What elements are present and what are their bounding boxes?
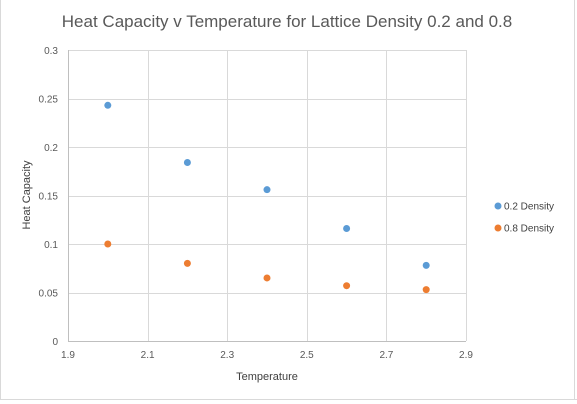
- x-tick-label: 2.1: [141, 350, 155, 361]
- y-tick-label: 0.2: [44, 143, 58, 154]
- legend-label: 0.2 Density: [504, 202, 554, 213]
- data-point-series-2: [263, 274, 271, 282]
- data-point-series-2: [422, 286, 430, 294]
- chart-title: Heat Capacity v Temperature for Lattice …: [62, 12, 512, 31]
- data-point-series-1: [422, 261, 430, 269]
- data-point-series-1: [263, 186, 271, 194]
- data-points: [104, 101, 430, 294]
- data-point-series-1: [183, 159, 191, 167]
- y-tick-label: 0.15: [39, 192, 59, 203]
- x-tick-label: 2.3: [220, 350, 234, 361]
- data-point-series-2: [183, 259, 191, 267]
- legend-marker: [494, 224, 502, 232]
- legend-label: 0.8 Density: [504, 224, 554, 235]
- y-axis-title: Heat Capacity: [21, 160, 33, 230]
- x-tick-label: 1.9: [61, 350, 75, 361]
- gridlines: [68, 50, 467, 341]
- legend: 0.2 Density 0.8 Density: [494, 202, 554, 235]
- x-tick-label: 2.9: [459, 350, 473, 361]
- data-point-series-1: [104, 101, 112, 109]
- data-point-series-2: [104, 240, 112, 248]
- data-point-series-1: [343, 224, 351, 232]
- axes: [68, 50, 466, 342]
- y-tick-label: 0.1: [44, 240, 58, 251]
- y-tick-label: 0.05: [39, 289, 59, 300]
- x-tick-label: 2.5: [300, 350, 314, 361]
- data-point-series-2: [343, 282, 351, 290]
- y-tick-label: 0.25: [39, 95, 59, 106]
- x-axis-title: Temperature: [236, 371, 298, 383]
- y-tick-label: 0.3: [44, 46, 58, 57]
- legend-marker: [494, 202, 502, 210]
- x-tick-label: 2.7: [379, 350, 393, 361]
- tick-labels: 0 0.05 0.1 0.15 0.2 0.25 0.3 1.9 2.1 2.3 2.5 2.7 2.9: [39, 46, 474, 361]
- y-tick-label: 0: [52, 337, 58, 348]
